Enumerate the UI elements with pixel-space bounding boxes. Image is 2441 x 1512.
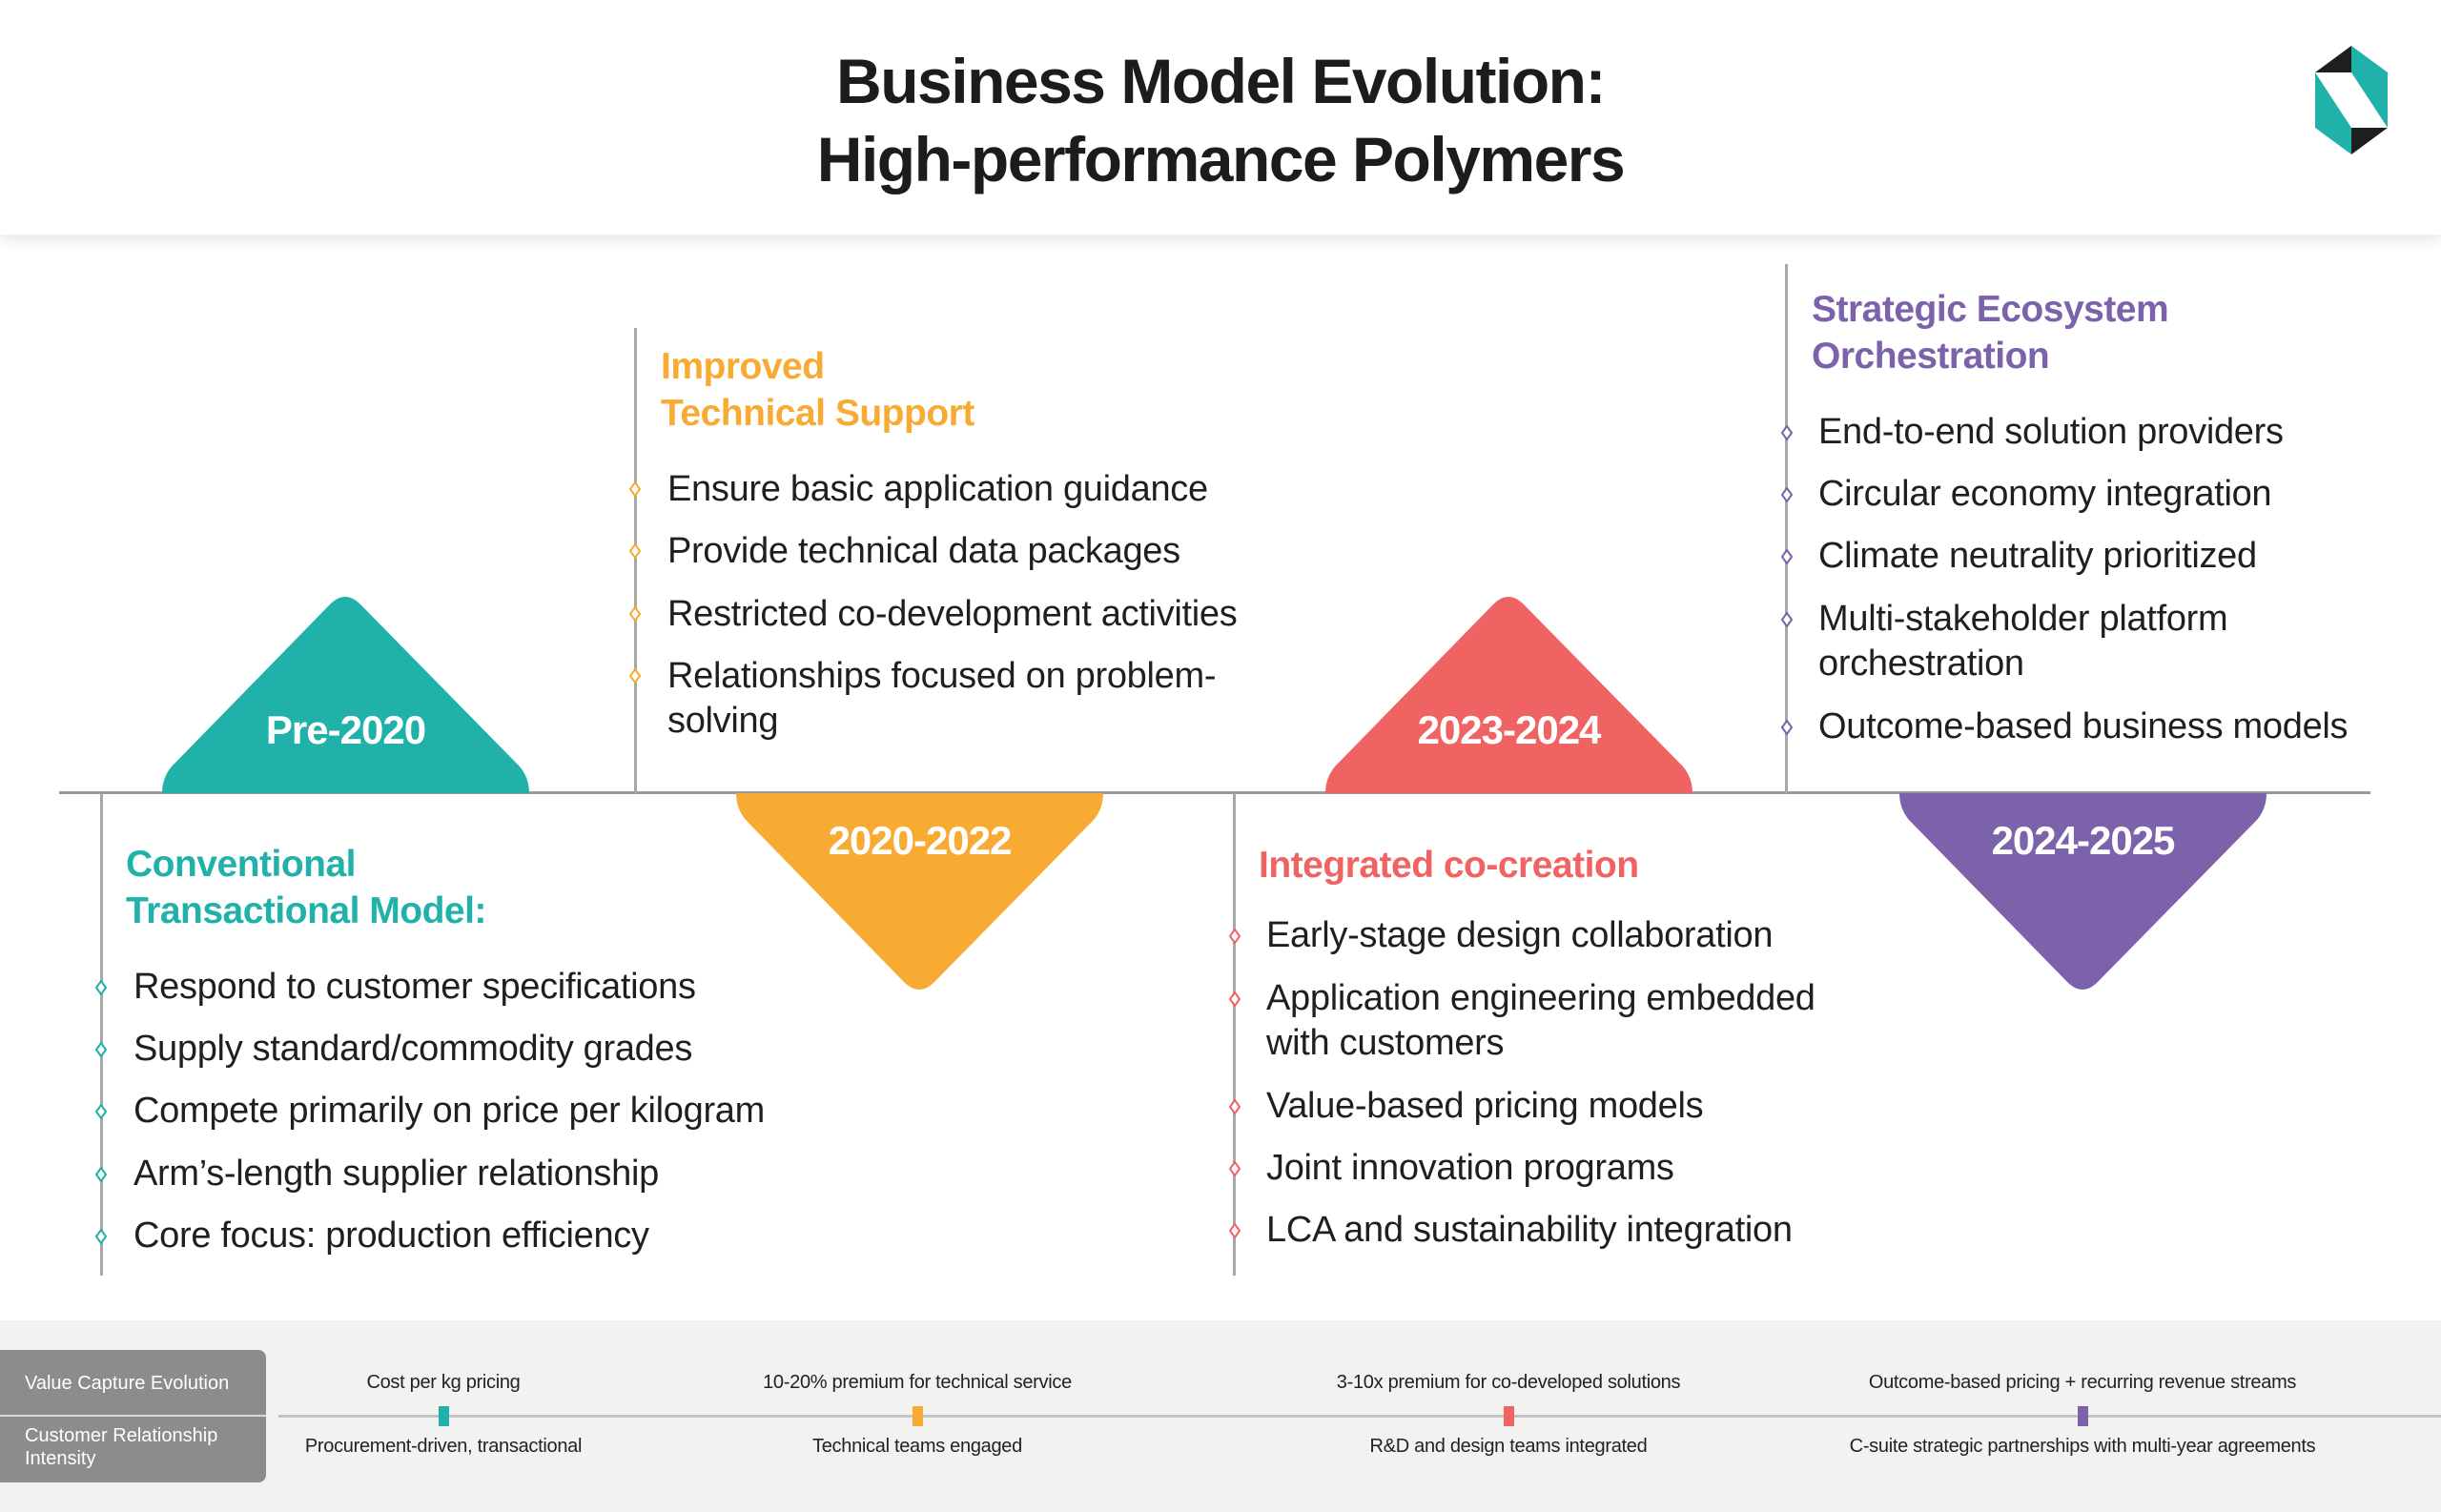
stage-bullet: Restricted co-development activities: [667, 594, 1238, 634]
stage-bullet-continuation: with customers: [1266, 1023, 1505, 1063]
stage-heading-line: Improved: [661, 346, 825, 387]
stage-heading-line: Strategic Ecosystem: [1812, 289, 2169, 330]
stage-bullet: Respond to customer specifications: [133, 967, 696, 1007]
stage-bullet: Arm’s-length supplier relationship: [133, 1154, 659, 1194]
diamond-bullet-icon: [95, 980, 107, 995]
diamond-bullet-icon: [95, 1167, 107, 1182]
hexagon-logo-icon: [2315, 46, 2388, 154]
relationship-text: C-suite strategic partnerships with mult…: [1849, 1436, 2316, 1457]
connector-line-2024-2025: [1785, 264, 1788, 793]
stage-bullet: Relationships focused on problem-: [667, 656, 1217, 696]
diamond-bullet-icon: [95, 1042, 107, 1057]
diamond-bullet-icon: [629, 668, 641, 684]
row-label-relationship: Customer Relationship: [25, 1425, 218, 1446]
row-label-value-capture: Value Capture Evolution: [25, 1373, 230, 1394]
stage-heading: Conventional Transactional Model:: [126, 841, 486, 934]
timeline-axis: [59, 791, 2370, 794]
row-divider: [0, 1415, 266, 1417]
stage-bullet: Outcome-based business models: [1818, 706, 2349, 746]
band-marker-purple: [2078, 1406, 2088, 1426]
diamond-bullet-icon: [629, 543, 641, 559]
connector-line-pre-2020: [100, 793, 103, 1276]
stage-heading: Integrated co-creation: [1259, 842, 1639, 889]
stage-marker-2020-2022: 2020-2022: [736, 793, 1103, 991]
stage-heading-line: Orchestration: [1812, 336, 2050, 377]
stage-period-label: 2023-2024: [1417, 707, 1602, 752]
diamond-bullet-icon: [1781, 425, 1793, 440]
stage-bullet: LCA and sustainability integration: [1266, 1210, 1793, 1250]
stage-heading-line: Conventional: [126, 844, 357, 885]
relationship-text: Procurement-driven, transactional: [304, 1436, 583, 1457]
value-capture-text: 10-20% premium for technical service: [763, 1372, 1072, 1393]
diamond-bullet-icon: [1781, 487, 1793, 502]
stage-bullet: Core focus: production efficiency: [133, 1216, 649, 1256]
diamond-bullet-icon: [1781, 612, 1793, 627]
row-label-box: Value Capture Evolution Customer Relatio…: [0, 1350, 266, 1482]
stage-marker-pre-2020: Pre-2020: [162, 595, 529, 793]
stage-heading-line: Transactional Model:: [126, 890, 486, 931]
connector-line-2020-2022: [634, 328, 637, 793]
stage-heading: Improved Technical Support: [661, 343, 974, 437]
stage-bullet: Joint innovation programs: [1266, 1148, 1674, 1188]
row-label-relationship-line2: Intensity: [25, 1448, 96, 1469]
stage-marker-2024-2025: 2024-2025: [1899, 793, 2267, 991]
value-capture-text: 3-10x premium for co-developed solutions: [1336, 1372, 1681, 1393]
stage-bullet: Climate neutrality prioritized: [1818, 536, 2257, 576]
band-marker-coral: [1504, 1406, 1514, 1426]
diamond-bullet-icon: [1781, 549, 1793, 564]
stage-bullet: Early-stage design collaboration: [1266, 915, 1774, 955]
stage-bullet-continuation: solving: [667, 701, 779, 741]
stage-marker-2023-2024: 2023-2024: [1325, 595, 1692, 793]
band-axis: [278, 1415, 2441, 1418]
stage-bullet: Value-based pricing models: [1266, 1086, 1704, 1126]
diamond-bullet-icon: [95, 1229, 107, 1244]
connector-line-2023-2024: [1233, 793, 1236, 1276]
diamond-bullet-icon: [1229, 991, 1241, 1007]
value-capture-text: Cost per kg pricing: [366, 1372, 521, 1393]
relationship-text: Technical teams engaged: [812, 1436, 1022, 1457]
triangle-down-icon: [1899, 793, 2267, 990]
header: Business Model Evolution: High-performan…: [0, 0, 2441, 235]
diamond-bullet-icon: [629, 606, 641, 622]
stage-bullet: Circular economy integration: [1818, 474, 2272, 514]
relationship-text: R&D and design teams integrated: [1369, 1436, 1648, 1457]
stage-heading-line: Integrated co-creation: [1259, 845, 1639, 886]
band-marker-teal: [439, 1406, 449, 1426]
stage-period-label: 2024-2025: [1991, 818, 2176, 863]
stage-bullet: End-to-end solution providers: [1818, 412, 2284, 452]
stage-period-label: 2020-2022: [828, 818, 1013, 863]
stage-bullet: Multi-stakeholder platform: [1818, 599, 2228, 639]
triangle-up-icon: [1325, 597, 1692, 793]
stage-bullet-continuation: orchestration: [1818, 644, 2024, 684]
value-capture-text: Outcome-based pricing + recurring revenu…: [1868, 1372, 2297, 1393]
stage-bullet: Compete primarily on price per kilogram: [133, 1091, 765, 1131]
stage-bullet: Supply standard/commodity grades: [133, 1029, 693, 1069]
stage-bullet: Ensure basic application guidance: [667, 469, 1208, 509]
page-title-line-1: Business Model Evolution:: [836, 46, 1606, 116]
diamond-bullet-icon: [1781, 720, 1793, 735]
stage-bullet: Application engineering embedded: [1266, 978, 1815, 1018]
diamond-bullet-icon: [1229, 1161, 1241, 1176]
stage-heading-line: Technical Support: [661, 393, 974, 434]
stage-heading: Strategic Ecosystem Orchestration: [1812, 286, 2169, 379]
diamond-bullet-icon: [95, 1104, 107, 1119]
band-marker-orange: [913, 1406, 923, 1426]
diamond-bullet-icon: [1229, 929, 1241, 944]
stage-period-label: Pre-2020: [265, 707, 426, 752]
triangle-down-icon: [736, 793, 1103, 990]
diamond-bullet-icon: [629, 481, 641, 497]
page-title-line-2: High-performance Polymers: [816, 124, 1626, 194]
triangle-up-icon: [162, 597, 529, 793]
diamond-bullet-icon: [1229, 1223, 1241, 1238]
stage-bullet: Provide technical data packages: [667, 531, 1180, 571]
diamond-bullet-icon: [1229, 1099, 1241, 1114]
